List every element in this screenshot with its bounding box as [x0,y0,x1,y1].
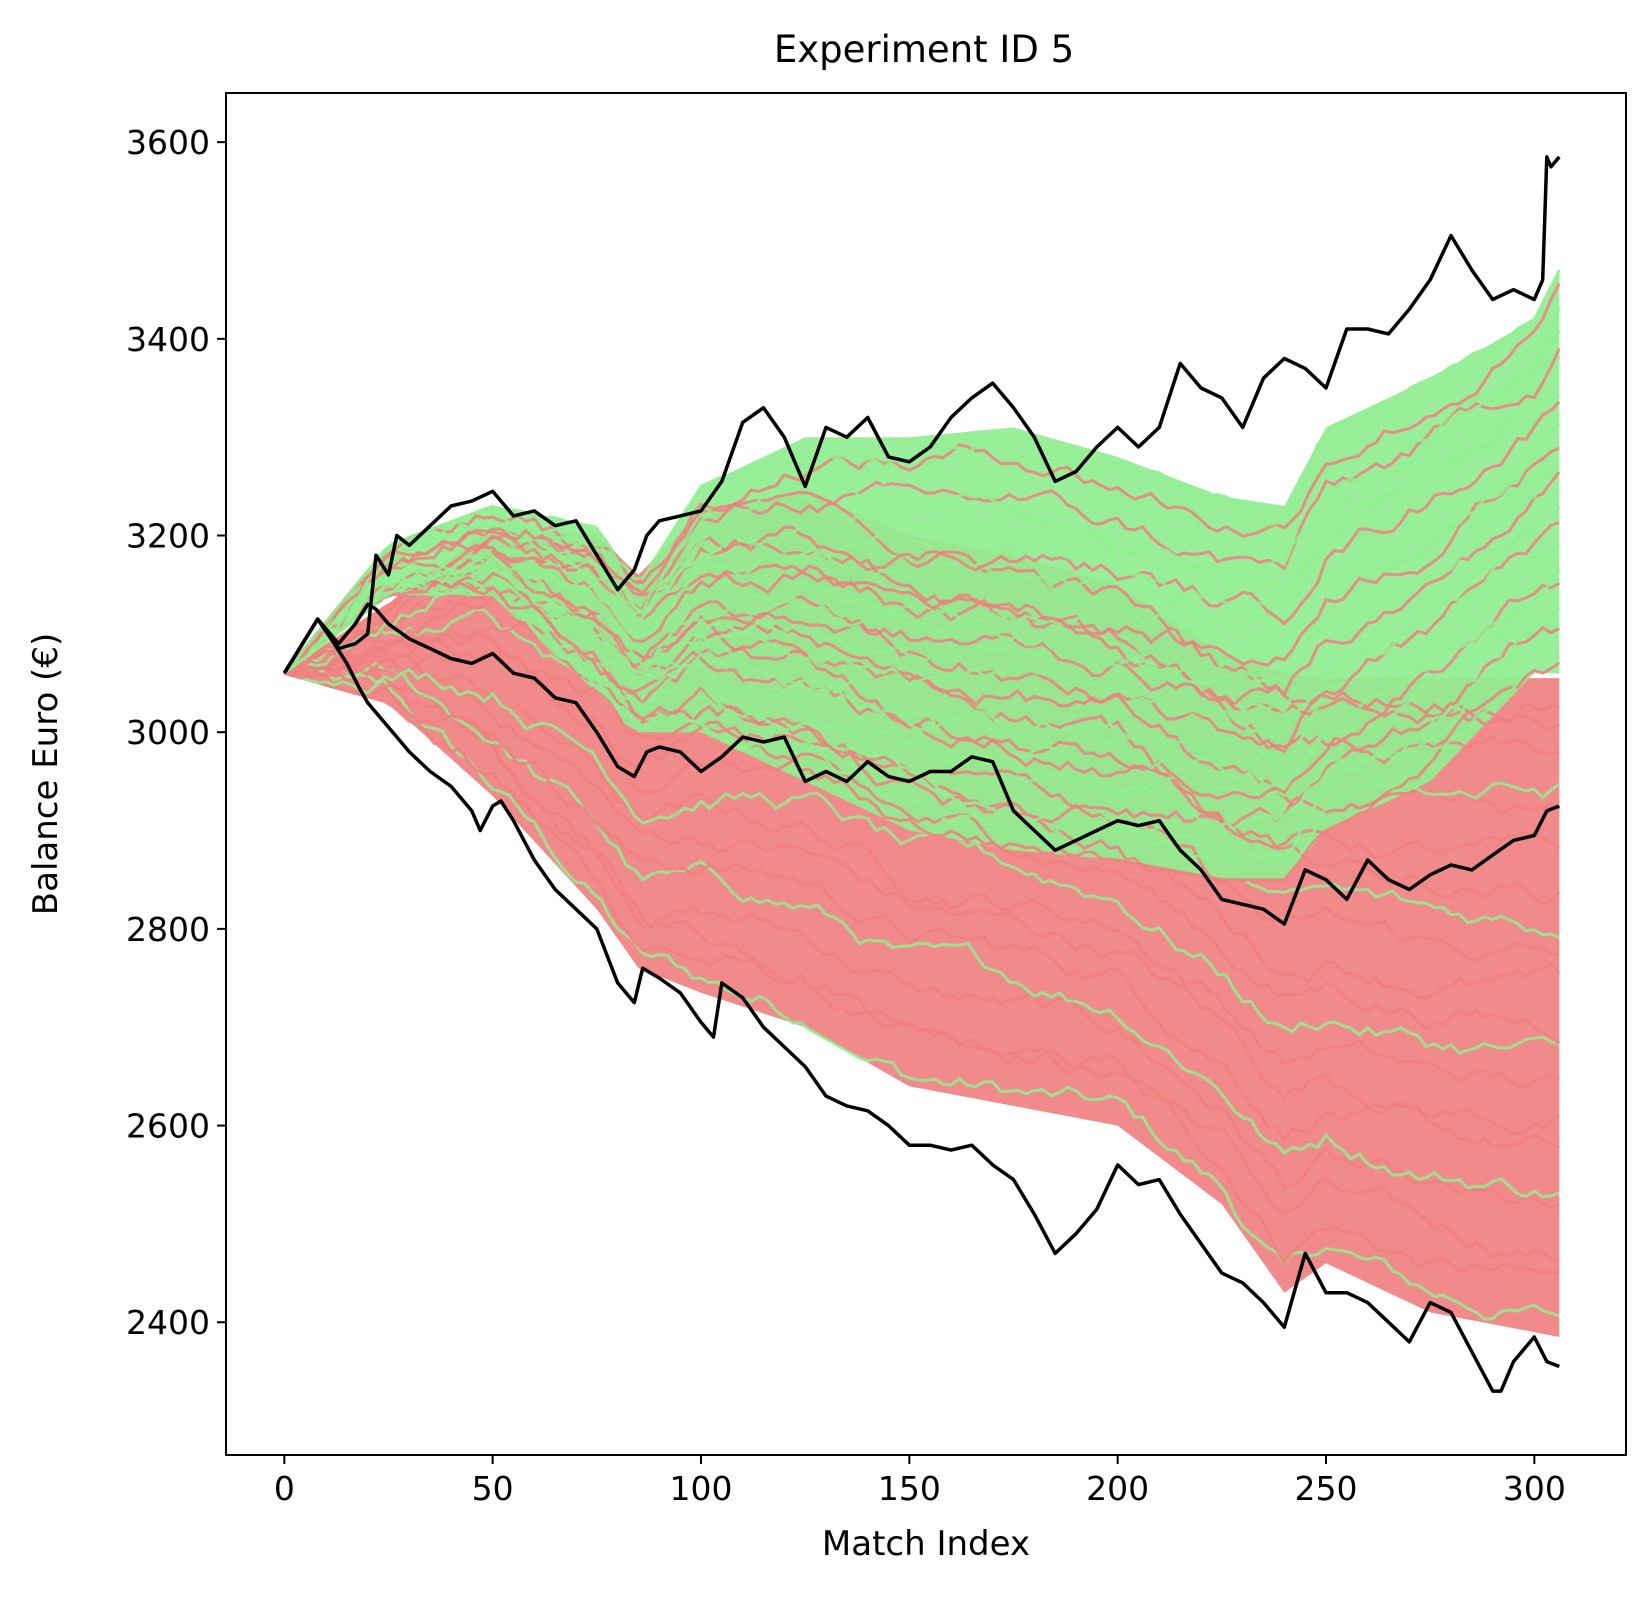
profit-run-line [283,468,1560,686]
envelope-series [282,155,1561,1393]
x-axis: 0 50 100 150 200 250 300 [274,1455,1566,1508]
x-tick-label: 250 [1295,1469,1358,1508]
simulation-run-lines [283,269,1561,1321]
y-tick-label: 3600 [126,123,210,162]
y-axis-label: Balance Euro (€) [26,633,66,915]
profit-run-line [283,446,1560,675]
max-series-line [282,155,1561,675]
profit-run-line [283,347,1561,675]
profit-run-line [283,282,1561,675]
loss-run-line [283,607,1560,940]
y-tick-label: 2400 [126,1303,210,1342]
profit-run-line [283,577,1560,870]
loss-run-line [283,663,1560,1210]
plot-area [282,155,1561,1393]
profit-run-line [283,356,1561,675]
loss-run-line [284,667,1560,1055]
y-tick-label: 2800 [126,910,210,949]
profit-run-line [283,506,1561,716]
profit-run-line [283,329,1561,675]
profit-run-line [283,354,1561,675]
x-tick-label: 150 [878,1469,941,1508]
profit-run-line [283,471,1561,707]
profit-run-line [283,269,1561,675]
chart-title: Experiment ID 5 [774,28,1074,71]
x-tick-label: 100 [670,1469,733,1508]
x-axis-label: Match Index [822,1524,1030,1564]
y-tick-label: 2600 [126,1107,210,1146]
profit-run-line [283,547,1561,791]
y-tick-label: 3400 [126,320,210,359]
x-tick-label: 200 [1086,1469,1149,1508]
loss-run-line [284,490,1560,724]
median-series-line [282,602,1560,926]
loss-run-line [283,654,1560,1088]
profit-run-line [283,422,1561,675]
y-axis: 2400 2600 2800 3000 3200 3400 3600 [126,123,226,1342]
y-tick-label: 3200 [126,517,210,556]
plot-frame [225,92,1627,1456]
loss-run-line [283,620,1561,907]
profit-run-line [283,400,1561,675]
x-tick-label: 300 [1503,1469,1566,1508]
loss-run-line [283,658,1560,1150]
loss-run-line [283,661,1560,1199]
loss-run-line [283,669,1560,1321]
loss-run-line [283,657,1561,1135]
profit-run-line [283,566,1560,799]
y-tick-label: 3000 [126,713,210,752]
x-tick-label: 0 [274,1469,295,1508]
x-tick-label: 50 [472,1469,514,1508]
min-series-line [282,617,1560,1393]
